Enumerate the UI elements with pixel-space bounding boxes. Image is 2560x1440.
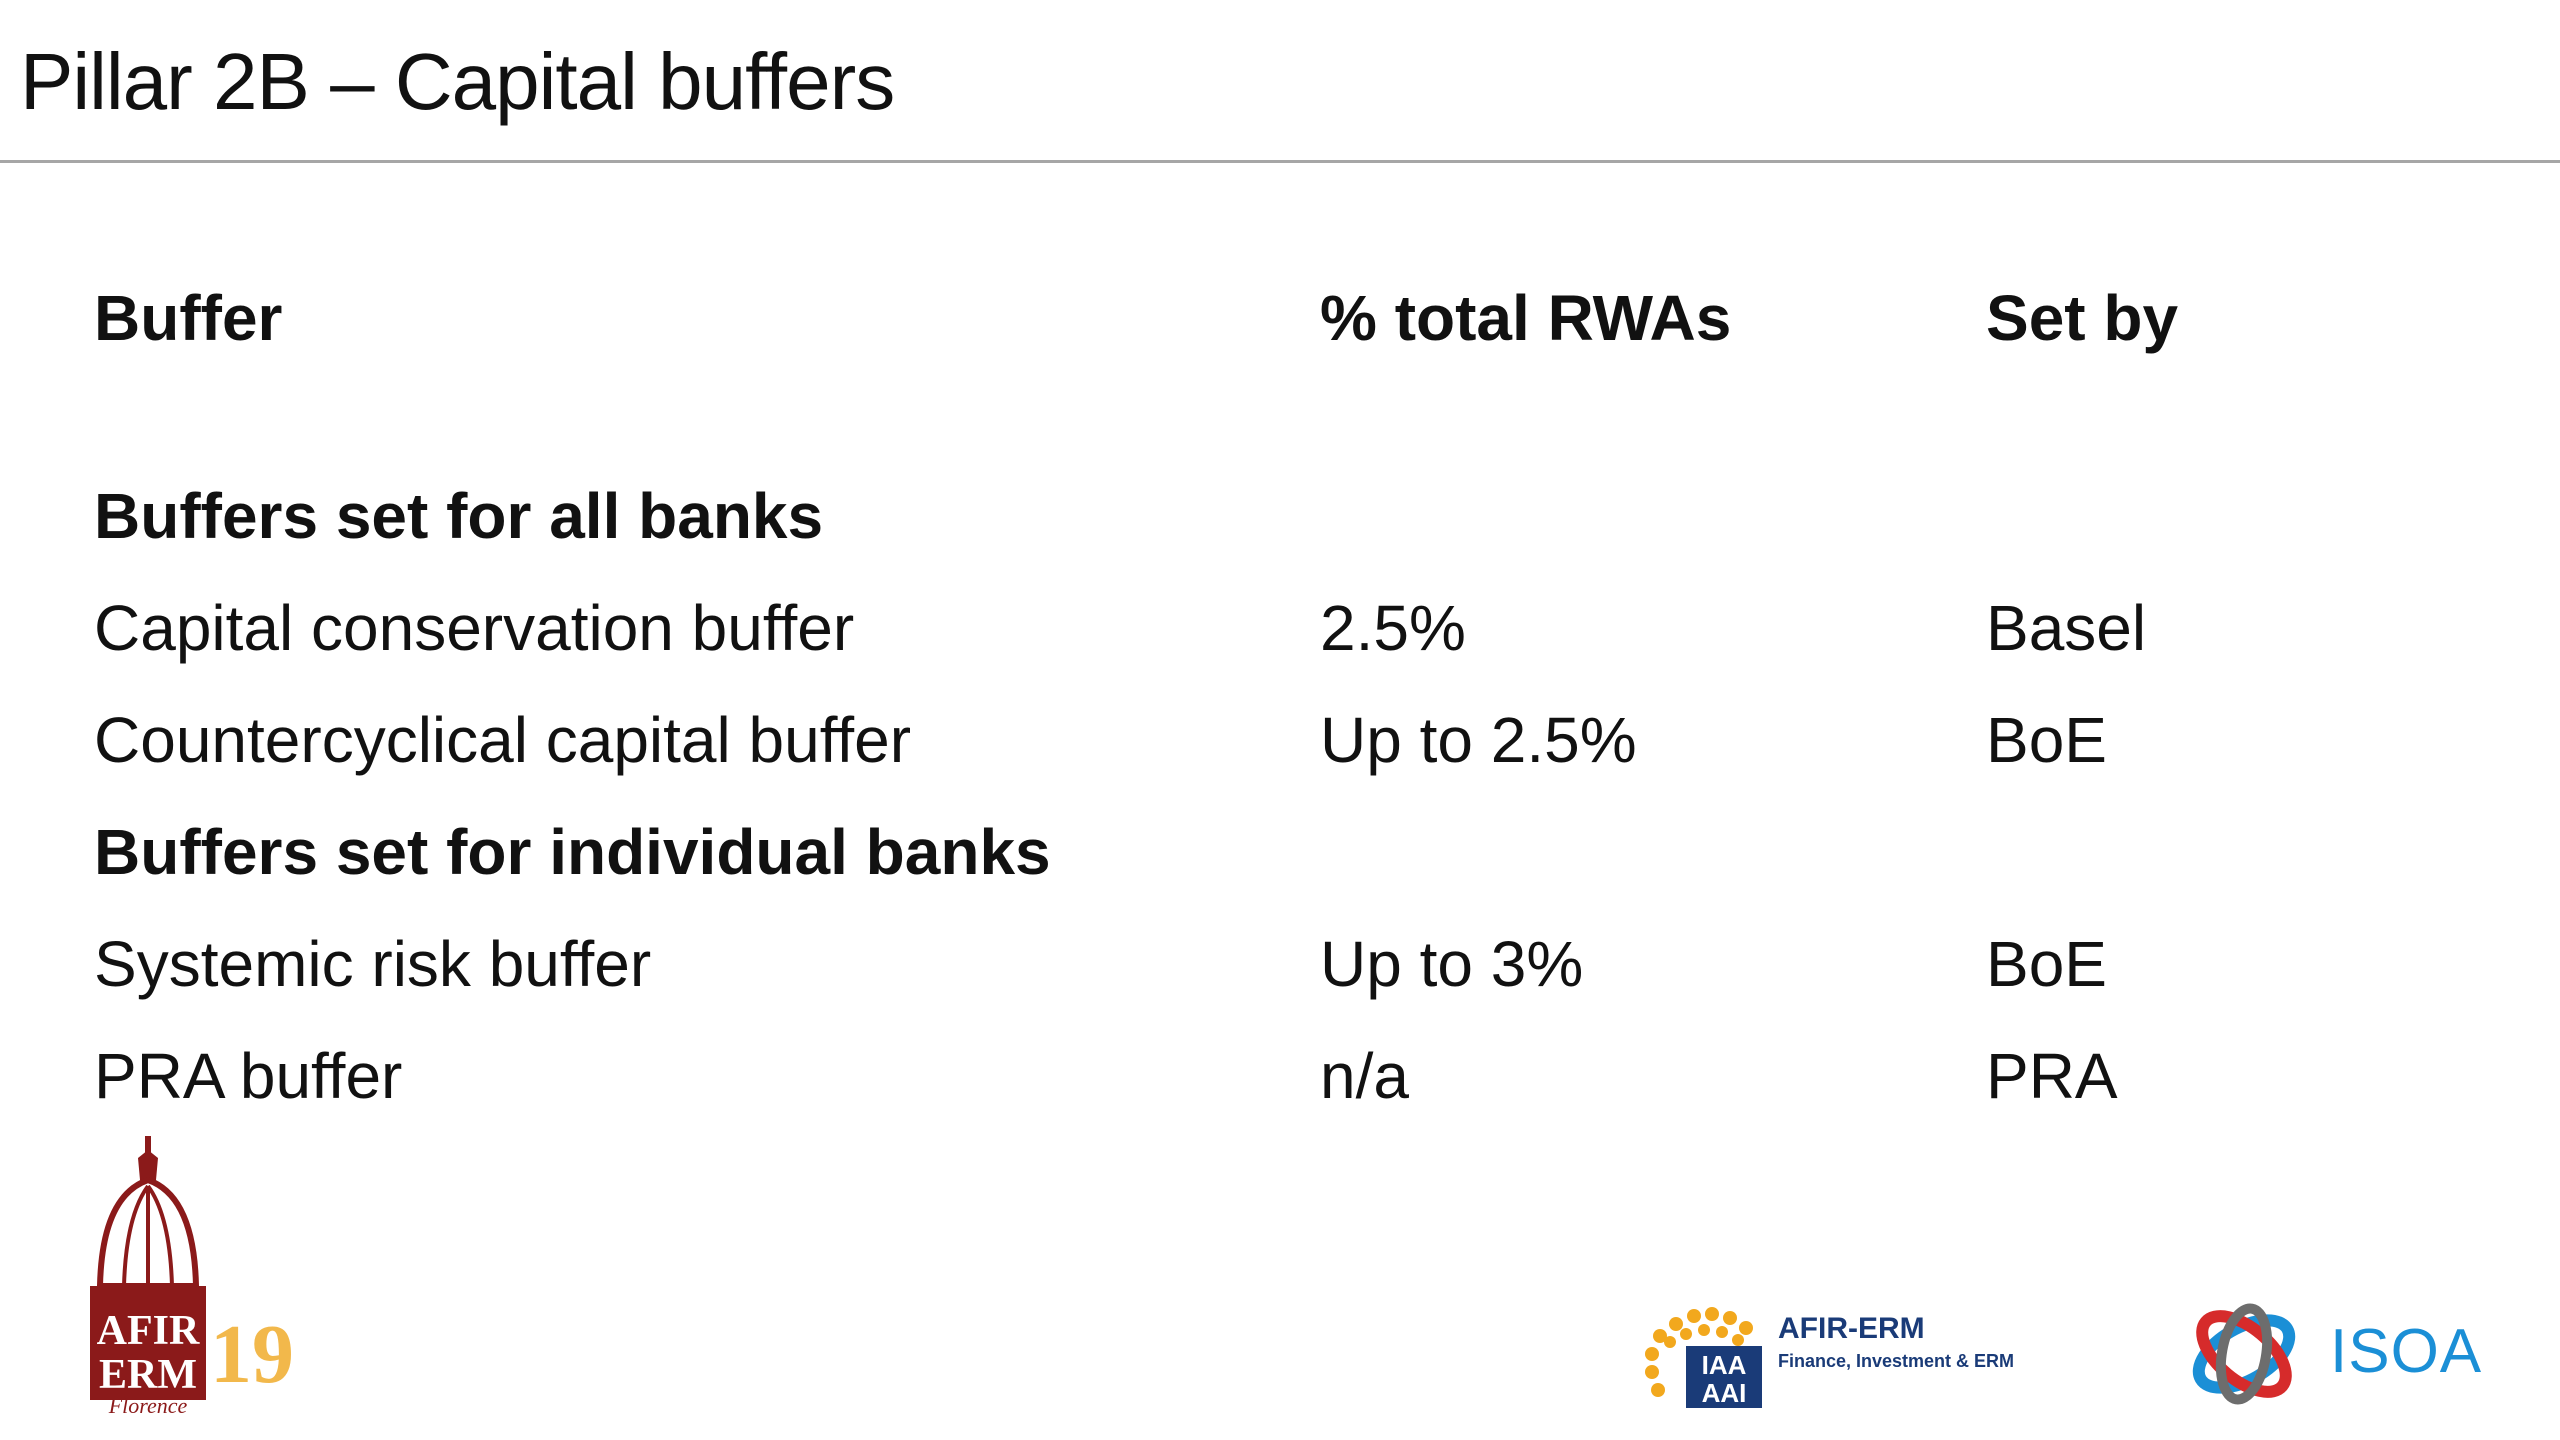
isoa-logo: ISOA: [2180, 1296, 2483, 1416]
afir-erm-florence-logo: AFIR ERM 19 Florence: [80, 1136, 300, 1418]
buffer-table: Buffer % total RWAs Set by Buffers set f…: [94, 262, 2394, 1132]
section-heading-label: Buffers set for individual banks: [94, 816, 1051, 888]
section-heading-label: Buffers set for all banks: [94, 480, 824, 552]
iaa-text: AFIR-ERM Finance, Investment & ERM: [1778, 1310, 2014, 1374]
table-row: Countercyclical capital buffer Up to 2.5…: [94, 684, 2394, 796]
buffer-name: PRA buffer: [94, 1040, 403, 1112]
iaa-name: AFIR-ERM: [1778, 1312, 1925, 1345]
header-rwa: % total RWAs: [1320, 282, 1732, 354]
table-row: PRA buffer n/a PRA: [94, 1020, 2394, 1132]
section-heading-individual-banks: Buffers set for individual banks: [94, 796, 2394, 908]
globe-icon: IAA AAI: [1645, 1307, 1762, 1408]
table-header-row: Buffer % total RWAs Set by: [94, 262, 2394, 374]
svg-text:ERM: ERM: [99, 1352, 197, 1398]
svg-text:19: 19: [210, 1308, 294, 1401]
header-set-by: Set by: [1986, 282, 2179, 354]
iaa-tagline: Finance, Investment & ERM: [1778, 1351, 2015, 1371]
buffer-set-by: PRA: [1986, 1040, 2118, 1112]
header-buffer: Buffer: [94, 282, 283, 354]
buffer-name: Countercyclical capital buffer: [94, 704, 911, 776]
dome-icon: AFIR ERM 19 Florence: [90, 1136, 294, 1418]
buffer-set-by: BoE: [1986, 704, 2107, 776]
svg-text:AAI: AAI: [1702, 1378, 1747, 1408]
buffer-set-by: BoE: [1986, 928, 2107, 1000]
table-row: Capital conservation buffer 2.5% Basel: [94, 572, 2394, 684]
svg-text:IAA: IAA: [1702, 1350, 1747, 1380]
isoa-name: ISOA: [2330, 1317, 2483, 1386]
buffer-set-by: Basel: [1986, 592, 2147, 664]
svg-text:Florence: Florence: [108, 1393, 188, 1416]
table-row: Systemic risk buffer Up to 3% BoE: [94, 908, 2394, 1020]
buffer-rwa: Up to 2.5%: [1320, 704, 1637, 776]
title-divider: [0, 160, 2560, 163]
iaa-afir-erm-logo: IAA AAI AFIR-ERM Finance, Investment & E…: [1640, 1296, 2030, 1412]
section-heading-all-banks: Buffers set for all banks: [94, 460, 2394, 572]
buffer-rwa: Up to 3%: [1320, 928, 1584, 1000]
buffer-rwa: n/a: [1320, 1040, 1409, 1112]
buffer-rwa: 2.5%: [1320, 592, 1466, 664]
buffer-name: Systemic risk buffer: [94, 928, 652, 1000]
buffer-name: Capital conservation buffer: [94, 592, 855, 664]
rings-icon: [2192, 1303, 2296, 1405]
svg-text:AFIR: AFIR: [97, 1308, 200, 1354]
slide-title: Pillar 2B – Capital buffers: [20, 37, 895, 126]
